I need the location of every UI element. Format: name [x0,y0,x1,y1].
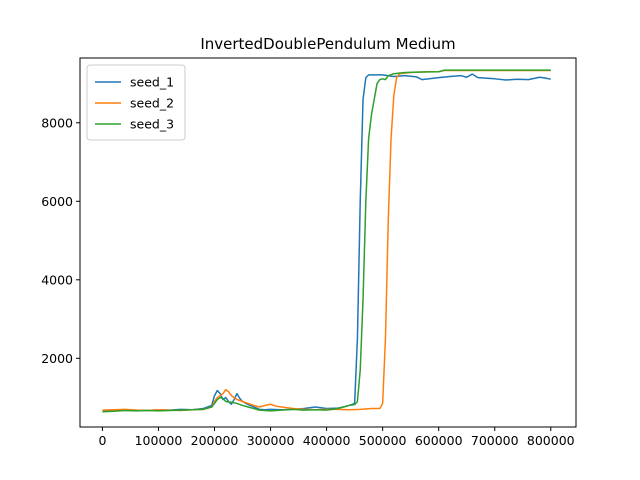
y-tick-label: 2000 [41,351,73,366]
y-tick-label: 8000 [41,115,73,130]
x-tick-label: 100000 [135,433,183,448]
plot-lines [102,69,551,413]
series-line-seed_3 [102,69,551,413]
x-tick-label: 500000 [359,433,407,448]
x-tick-label: 300000 [247,433,295,448]
x-tick-label: 0 [98,433,106,448]
y-tick-label: 4000 [41,272,73,287]
x-tick-label: 400000 [303,433,351,448]
legend: seed_1 seed_2 seed_3 [86,64,186,141]
x-tick-label: 800000 [527,433,575,448]
plot-frame [79,57,577,428]
chart-title: InvertedDoublePendulum Medium [200,35,455,53]
series-line-seed_1 [102,73,551,412]
y-tick-label: 6000 [41,194,73,209]
legend-label-seed_2: seed_2 [130,96,174,111]
x-tick-label: 600000 [415,433,463,448]
x-tick-label: 200000 [191,433,239,448]
legend-box [86,64,186,141]
x-axis: 0 100000 200000 300000 400000 500000 600000 700… [98,427,575,448]
legend-label-seed_1: seed_1 [130,75,174,90]
y-axis: 2000 4000 6000 8000 [41,115,80,366]
legend-label-seed_3: seed_3 [130,117,174,132]
x-tick-label: 700000 [471,433,519,448]
